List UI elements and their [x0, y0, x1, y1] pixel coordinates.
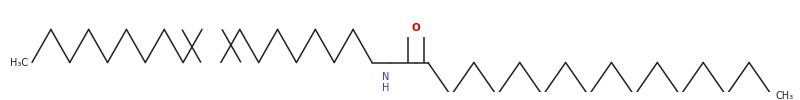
Text: N: N: [382, 72, 390, 82]
Text: O: O: [412, 23, 420, 33]
Text: H₃C: H₃C: [10, 57, 28, 68]
Text: H: H: [382, 83, 390, 93]
Text: CH₃: CH₃: [776, 91, 794, 100]
